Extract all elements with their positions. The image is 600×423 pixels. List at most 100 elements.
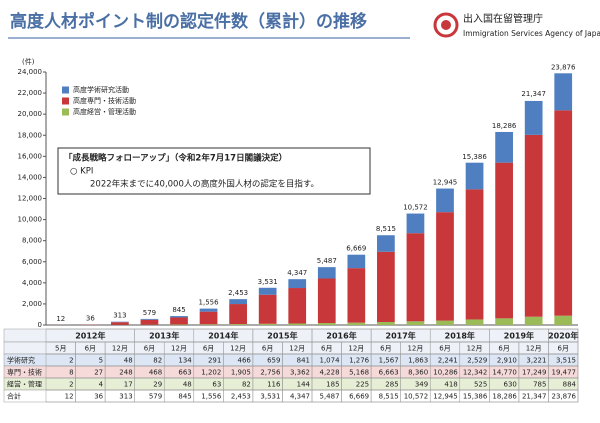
table-value: 468 xyxy=(149,369,162,377)
y-tick-label: 20,000 xyxy=(18,110,43,118)
table-value: 466 xyxy=(238,357,252,365)
x-tick-label: 12月 xyxy=(526,345,542,353)
bar-segment xyxy=(524,316,543,325)
y-tick-label: 4,000 xyxy=(22,279,42,287)
table-value: 785 xyxy=(533,381,546,389)
table-total: 36 xyxy=(94,393,103,401)
bar-segment xyxy=(199,324,218,325)
table-value: 4,228 xyxy=(320,369,340,377)
legend-label: 高度専門・技術活動 xyxy=(73,96,136,105)
bar-segment xyxy=(406,233,425,322)
bar-segment xyxy=(258,287,277,295)
y-tick-label: 12,000 xyxy=(18,195,43,203)
table-value: 6,663 xyxy=(379,369,399,377)
legend-swatch xyxy=(62,97,69,105)
bar-segment xyxy=(288,288,307,324)
table-total: 8,515 xyxy=(379,393,399,401)
y-unit: (件) xyxy=(22,57,35,66)
table-value: 144 xyxy=(297,381,311,389)
table-value: 17,249 xyxy=(522,369,547,377)
bar-segment xyxy=(495,162,513,319)
total-label: 21,347 xyxy=(521,90,546,98)
bar-segment xyxy=(170,316,188,318)
table-value: 12,342 xyxy=(463,369,488,377)
bar-segment xyxy=(199,311,218,325)
table-value: 2,756 xyxy=(260,369,281,377)
y-tick-label: 16,000 xyxy=(18,152,43,160)
total-label: 36 xyxy=(86,315,95,323)
table-value: 1,905 xyxy=(231,369,251,377)
bar-segment xyxy=(170,317,188,325)
x-tick-label: 12月 xyxy=(112,345,128,353)
table-value: 4 xyxy=(99,381,104,389)
table-value: 1,074 xyxy=(320,357,341,365)
legend-label: 高度経営・管理活動 xyxy=(73,107,136,116)
bar-segment xyxy=(524,100,543,135)
total-label: 845 xyxy=(172,306,185,314)
table-value: 19,477 xyxy=(552,369,577,377)
row-label: 学術研究 xyxy=(7,356,35,365)
table-total: 12 xyxy=(65,393,74,401)
table-value: 2 xyxy=(69,357,73,365)
year-label: 2020年 xyxy=(548,331,578,341)
legend-label: 高度学術研究活動 xyxy=(73,85,129,94)
table-total: 4,347 xyxy=(290,393,310,401)
x-tick-label: 6月 xyxy=(321,345,332,353)
bar-segment xyxy=(377,321,395,325)
bar-segment xyxy=(406,213,425,234)
table-value: 5,168 xyxy=(349,369,369,377)
bar-segment xyxy=(229,299,247,305)
y-tick-label: 22,000 xyxy=(18,89,43,97)
table-total: 2,453 xyxy=(231,393,251,401)
total-label: 313 xyxy=(113,312,126,320)
total-label: 5,487 xyxy=(317,257,337,265)
table-total: 1,556 xyxy=(201,393,222,401)
table-value: 418 xyxy=(444,381,457,389)
table-value: 841 xyxy=(297,357,310,365)
bar-segment xyxy=(140,319,159,325)
bar-segment xyxy=(524,134,543,317)
table-value: 630 xyxy=(504,381,517,389)
note-item: ○ KPI xyxy=(70,167,93,177)
table-value: 8 xyxy=(69,369,73,377)
total-label: 12 xyxy=(56,315,65,323)
table-cell xyxy=(548,389,579,403)
row-label: 合計 xyxy=(7,392,21,401)
year-label: 2016年 xyxy=(326,331,356,341)
bar-segment xyxy=(436,212,454,321)
table-value: 1,276 xyxy=(349,357,370,365)
table-row xyxy=(3,377,579,391)
total-label: 15,386 xyxy=(462,153,487,161)
table-value: 14,770 xyxy=(492,369,517,377)
bar-segment xyxy=(436,320,454,325)
x-tick-label: 12月 xyxy=(289,345,305,353)
total-label: 1,556 xyxy=(199,299,220,307)
agency: 出入国在留管理庁 xyxy=(463,12,543,25)
table-value: 2,241 xyxy=(438,357,458,365)
total-label: 18,286 xyxy=(492,122,517,130)
year-label: 2012年 xyxy=(75,331,105,341)
y-tick-label: 14,000 xyxy=(18,173,43,181)
table-total: 313 xyxy=(119,393,132,401)
bar-segment xyxy=(317,323,336,325)
table-value: 29 xyxy=(153,381,162,389)
table-value: 3,221 xyxy=(526,357,546,365)
table-total: 3,531 xyxy=(260,393,280,401)
table-value: 134 xyxy=(178,357,192,365)
bar-segment xyxy=(495,131,513,163)
bar-segment xyxy=(229,324,247,325)
table-value: 48 xyxy=(124,357,133,365)
year-label: 2019年 xyxy=(504,331,534,341)
y-tick-label: 8,000 xyxy=(22,237,42,245)
table-total: 6,669 xyxy=(349,393,369,401)
bar-segment xyxy=(495,318,513,325)
bar-segment xyxy=(347,268,366,323)
x-tick-label: 12月 xyxy=(407,345,423,353)
y-tick-label: 18,000 xyxy=(18,131,43,139)
note-text: 2022年末までに40,000人の高度外国人材の認定を目指す。 xyxy=(90,179,319,190)
bar-segment xyxy=(317,267,336,279)
x-tick-label: 12月 xyxy=(348,345,364,353)
year-label: 2014年 xyxy=(208,331,238,341)
row-label: 専門・技術 xyxy=(7,368,42,377)
year-label: 2018年 xyxy=(445,331,475,341)
